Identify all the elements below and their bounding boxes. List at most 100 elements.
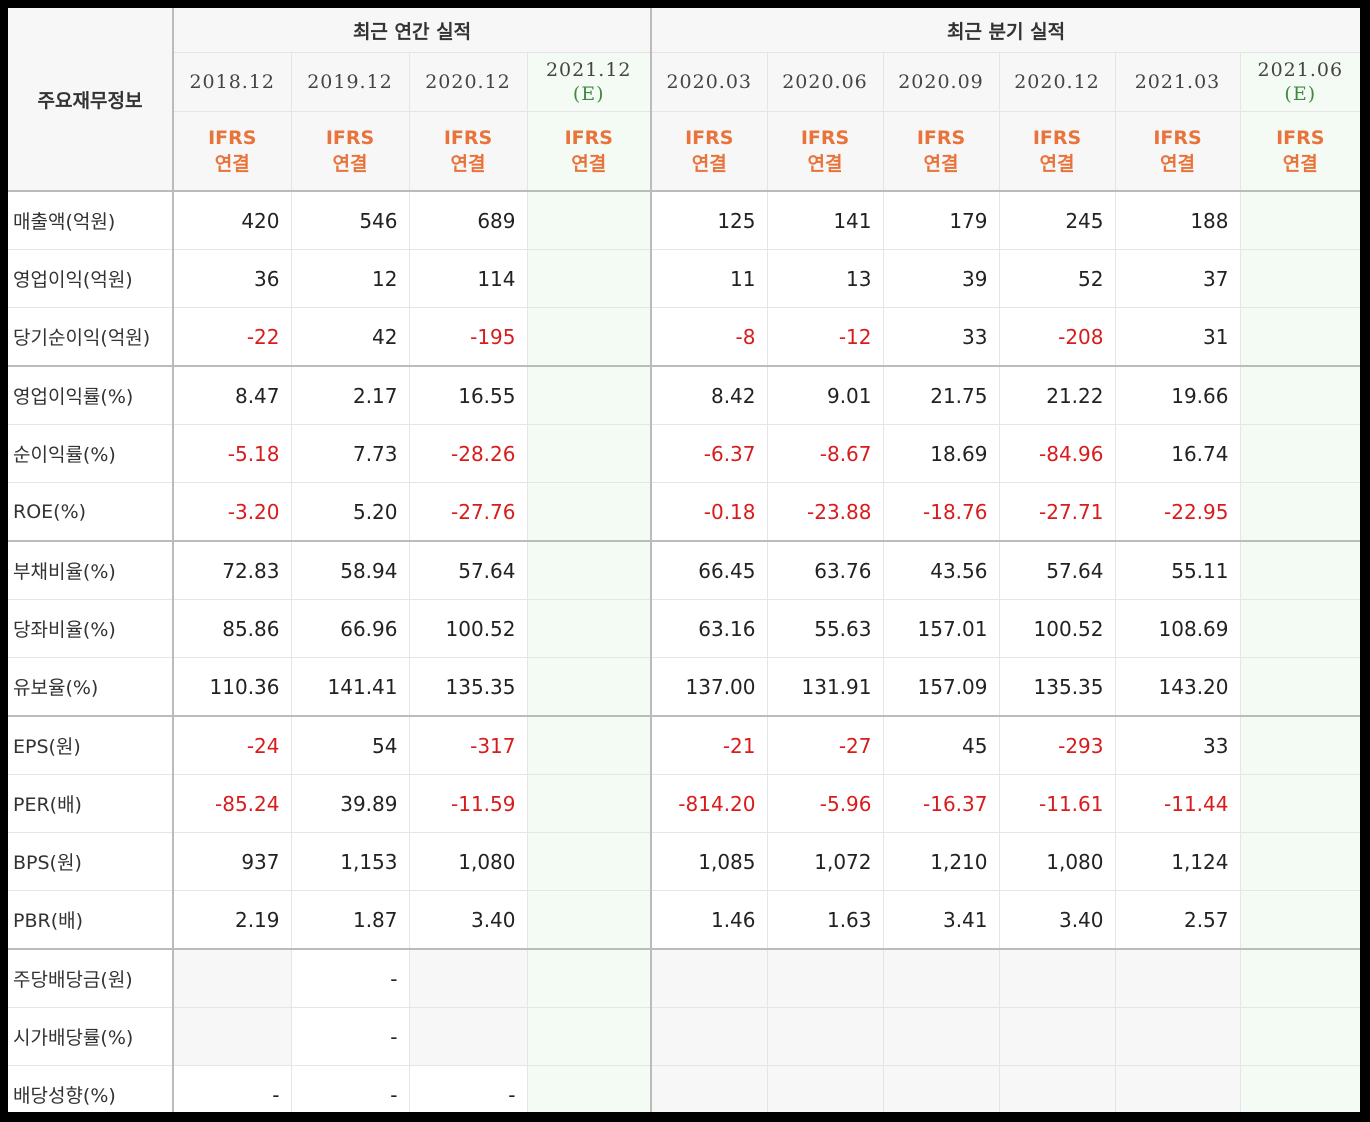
value-cell: 420 [173,190,292,250]
table-row: 주당배당금(원) - [8,948,1360,1008]
value-cell: 245 [999,190,1116,250]
value-cell [1240,424,1360,483]
value-cell [883,1065,1000,1112]
period-header: 2020.12 [999,52,1116,112]
period-label: 2021.03 [1134,71,1221,93]
consolidated-label: 연결 [1282,153,1318,175]
consolidated-label: 연결 [332,153,368,175]
value-cell [527,774,652,833]
value-cell: - [409,1065,528,1112]
ifrs-consolidated-label: IFRS 연결 [1115,111,1241,192]
value-cell [527,482,652,542]
value-cell: 937 [173,832,292,891]
value-cell: -22.95 [1115,482,1241,542]
value-cell: -317 [409,715,528,775]
value-cell: 33 [1115,715,1241,775]
ifrs-label: IFRS [208,127,257,149]
ifrs-consolidated-label: IFRS 연결 [651,111,768,192]
row-header-title: 주요재무정보 [8,8,174,192]
ifrs-label: IFRS [800,127,850,149]
value-cell: 546 [291,190,410,250]
value-cell [999,1065,1116,1112]
table-row: 당기순이익(억원) -22 42 -195 -8 -12 33 -208 31 [8,307,1360,367]
value-cell: 42 [291,307,410,367]
value-cell: 2.17 [291,365,410,425]
table-row: PBR(배) 2.19 1.87 3.40 1.46 1.63 3.41 3.40 2.57 [8,890,1360,950]
value-cell: 3.41 [883,890,1000,950]
value-cell: 52 [999,249,1116,308]
value-cell: 179 [883,190,1000,250]
value-cell: 43.56 [883,540,1000,600]
ifrs-consolidated-label: IFRS 연결 [767,111,884,192]
value-cell: -23.88 [767,482,884,542]
value-cell [527,890,652,950]
ifrs-consolidated-label: IFRS 연결 [1240,111,1360,192]
estimate-marker: (E) [572,83,605,105]
value-cell [1240,1007,1360,1066]
value-cell: 1,210 [883,832,1000,891]
value-cell: 39 [883,249,1000,308]
period-header: 2021.06 (E) [1240,52,1360,112]
value-cell: -195 [409,307,528,367]
value-cell [1240,890,1360,950]
ifrs-consolidated-label: IFRS 연결 [291,111,410,192]
value-cell: -84.96 [999,424,1116,483]
table-row: 배당성향(%) - - - [8,1065,1360,1112]
consolidated-label: 연결 [214,153,250,175]
value-cell [1240,657,1360,717]
ifrs-label: IFRS [1032,127,1082,149]
value-cell [409,1007,528,1066]
period-label: 2020.06 [782,71,868,93]
value-cell: -21 [651,715,768,775]
period-header: 2021.03 [1115,52,1241,112]
period-label: 2021.12 [545,59,632,81]
value-cell: -293 [999,715,1116,775]
period-label: 2020.12 [425,71,511,93]
row-label: 배당성향(%) [8,1065,174,1112]
value-cell: -27 [767,715,884,775]
period-header: 2021.12 (E) [527,52,652,112]
row-label: ROE(%) [8,482,174,542]
value-cell [1240,774,1360,833]
value-cell: 3.40 [409,890,528,950]
value-cell: -27.71 [999,482,1116,542]
value-cell: 108.69 [1115,599,1241,658]
value-cell [883,948,1000,1008]
period-header: 2020.03 [651,52,768,112]
value-cell: -5.18 [173,424,292,483]
value-cell: 19.66 [1115,365,1241,425]
value-cell: 135.35 [999,657,1116,717]
value-cell: 1.46 [651,890,768,950]
annual-group-header: 최근 연간 실적 [173,8,652,53]
value-cell: 16.74 [1115,424,1241,483]
value-cell [527,1007,652,1066]
table-row: PER(배) -85.24 39.89 -11.59 -814.20 -5.96 -16.3… [8,774,1360,833]
value-cell: 9.01 [767,365,884,425]
value-cell: 1.87 [291,890,410,950]
value-cell: 5.20 [291,482,410,542]
value-cell: -18.76 [883,482,1000,542]
value-cell: 55.63 [767,599,884,658]
value-cell: 85.86 [173,599,292,658]
financial-summary-table: 주요재무정보 최근 연간 실적 최근 분기 실적 2018.12 2019.12 2… [8,8,1360,1112]
value-cell: - [291,1065,410,1112]
value-cell: 37 [1115,249,1241,308]
value-cell [1240,715,1360,775]
value-cell [1240,365,1360,425]
value-cell [527,249,652,308]
value-cell [883,1007,1000,1066]
value-cell [527,307,652,367]
ifrs-label: IFRS [443,127,493,149]
row-label: 유보율(%) [8,657,174,717]
value-cell [1240,482,1360,542]
value-cell: -814.20 [651,774,768,833]
period-header: 2018.12 [173,52,292,112]
row-label: 영업이익률(%) [8,365,174,425]
table-row: ROE(%) -3.20 5.20 -27.76 -0.18 -23.88 -18.76 -2… [8,482,1360,542]
row-label: EPS(원) [8,715,174,775]
value-cell [651,1007,768,1066]
value-cell: 141 [767,190,884,250]
value-cell [1240,948,1360,1008]
row-label: 매출액(억원) [8,190,174,250]
value-cell: 36 [173,249,292,308]
